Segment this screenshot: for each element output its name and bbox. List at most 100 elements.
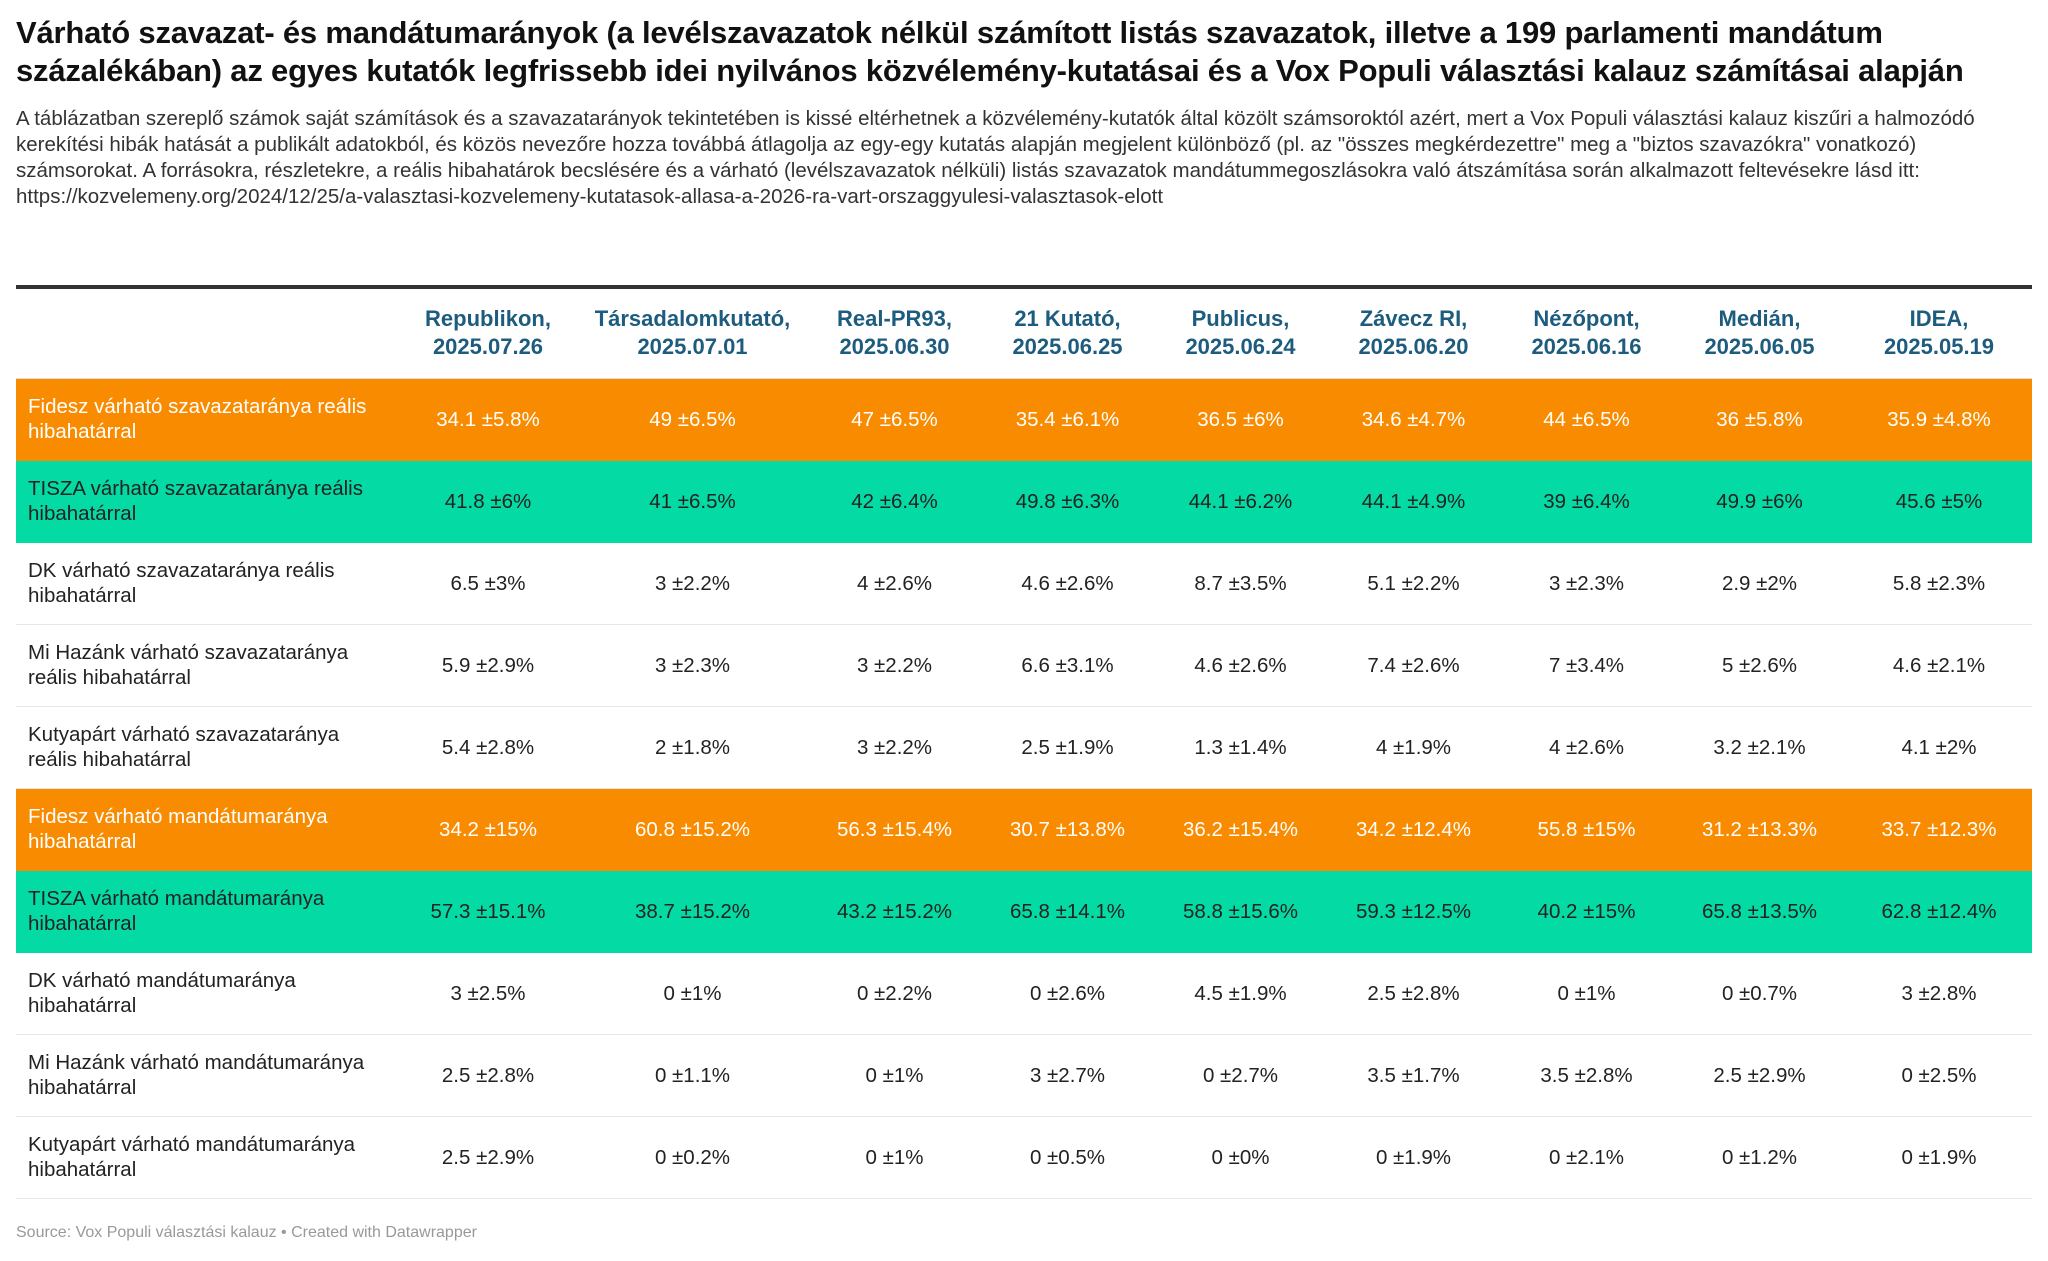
value-cell: 3 ±2.8% xyxy=(1846,952,2032,1035)
poll-date: 2025.07.26 xyxy=(432,334,544,360)
value-cell: 35.9 ±4.8% xyxy=(1846,378,2032,461)
pollster-name: Társadalomkutató, xyxy=(594,306,791,332)
poll-date: 2025.06.30 xyxy=(839,334,950,360)
table-row: TISZA várható mandátumaránya hibahatárra… xyxy=(16,870,2032,953)
value-cell: 3 ±2.5% xyxy=(399,952,577,1035)
pollster-name: IDEA, xyxy=(1909,306,1969,332)
row-label: Mi Hazánk várható mandátumaránya hibahat… xyxy=(16,1034,399,1117)
value-cell: 31.2 ±13.3% xyxy=(1673,788,1846,871)
value-cell: 7 ±3.4% xyxy=(1500,624,1673,707)
value-cell: 8.7 ±3.5% xyxy=(1154,542,1327,625)
column-header-6: Nézőpont, 2025.06.16 xyxy=(1500,287,1673,379)
value-cell: 5.1 ±2.2% xyxy=(1327,542,1500,625)
value-cell: 49 ±6.5% xyxy=(577,378,808,461)
value-cell: 45.6 ±5% xyxy=(1846,460,2032,543)
value-cell: 34.2 ±15% xyxy=(399,788,577,871)
value-cell: 60.8 ±15.2% xyxy=(577,788,808,871)
value-cell: 3 ±2.2% xyxy=(808,624,981,707)
row-label: DK várható mandátumaránya hibahatárral xyxy=(16,952,399,1035)
value-cell: 62.8 ±12.4% xyxy=(1846,870,2032,953)
value-cell: 4.6 ±2.6% xyxy=(1154,624,1327,707)
value-cell: 65.8 ±13.5% xyxy=(1673,870,1846,953)
value-cell: 40.2 ±15% xyxy=(1500,870,1673,953)
value-cell: 4 ±2.6% xyxy=(808,542,981,625)
pollster-name: Publicus, xyxy=(1191,306,1290,332)
value-cell: 49.8 ±6.3% xyxy=(981,460,1154,543)
column-header-1: Társadalomkutató, 2025.07.01 xyxy=(577,287,808,379)
row-label: Mi Hazánk várható szavazataránya reális … xyxy=(16,624,399,707)
value-cell: 6.6 ±3.1% xyxy=(981,624,1154,707)
table-row: Kutyapárt várható mandátumaránya hibahat… xyxy=(16,1116,2032,1199)
row-label: TISZA várható mandátumaránya hibahatárra… xyxy=(16,870,399,953)
value-cell: 0 ±1.9% xyxy=(1327,1116,1500,1199)
value-cell: 2.5 ±2.9% xyxy=(399,1116,577,1199)
value-cell: 1.3 ±1.4% xyxy=(1154,706,1327,789)
poll-date: 2025.06.05 xyxy=(1704,334,1815,360)
poll-date: 2025.07.01 xyxy=(637,334,748,360)
poll-date: 2025.06.24 xyxy=(1185,334,1296,360)
column-header-5: Závecz RI, 2025.06.20 xyxy=(1327,287,1500,379)
value-cell: 55.8 ±15% xyxy=(1500,788,1673,871)
value-cell: 47 ±6.5% xyxy=(808,378,981,461)
poll-date: 2025.05.19 xyxy=(1883,334,1995,360)
value-cell: 36.2 ±15.4% xyxy=(1154,788,1327,871)
value-cell: 30.7 ±13.8% xyxy=(981,788,1154,871)
value-cell: 2.5 ±2.8% xyxy=(399,1034,577,1117)
table-row: Kutyapárt várható szavazataránya reális … xyxy=(16,706,2032,789)
value-cell: 36.5 ±6% xyxy=(1154,378,1327,461)
value-cell: 3 ±2.3% xyxy=(577,624,808,707)
value-cell: 34.1 ±5.8% xyxy=(399,378,577,461)
table-row: Fidesz várható szavazataránya reális hib… xyxy=(16,378,2032,461)
value-cell: 33.7 ±12.3% xyxy=(1846,788,2032,871)
value-cell: 49.9 ±6% xyxy=(1673,460,1846,543)
value-cell: 6.5 ±3% xyxy=(399,542,577,625)
value-cell: 0 ±2.7% xyxy=(1154,1034,1327,1117)
value-cell: 4 ±2.6% xyxy=(1500,706,1673,789)
value-cell: 41.8 ±6% xyxy=(399,460,577,543)
column-header-4: Publicus, 2025.06.24 xyxy=(1154,287,1327,379)
table-row: TISZA várható szavazataránya reális hiba… xyxy=(16,460,2032,543)
value-cell: 4.5 ±1.9% xyxy=(1154,952,1327,1035)
value-cell: 56.3 ±15.4% xyxy=(808,788,981,871)
value-cell: 39 ±6.4% xyxy=(1500,460,1673,543)
value-cell: 42 ±6.4% xyxy=(808,460,981,543)
value-cell: 38.7 ±15.2% xyxy=(577,870,808,953)
row-label: Fidesz várható mandátumaránya hibahatárr… xyxy=(16,788,399,871)
value-cell: 34.2 ±12.4% xyxy=(1327,788,1500,871)
value-cell: 5.4 ±2.8% xyxy=(399,706,577,789)
value-cell: 0 ±2.6% xyxy=(981,952,1154,1035)
row-label: DK várható szavazataránya reális hibahat… xyxy=(16,542,399,625)
value-cell: 36 ±5.8% xyxy=(1673,378,1846,461)
value-cell: 3.2 ±2.1% xyxy=(1673,706,1846,789)
value-cell: 5 ±2.6% xyxy=(1673,624,1846,707)
source-footer: Source: Vox Populi választási kalauz • C… xyxy=(16,1224,477,1241)
value-cell: 5.9 ±2.9% xyxy=(399,624,577,707)
value-cell: 4.1 ±2% xyxy=(1846,706,2032,789)
pollster-name: Republikon, xyxy=(425,306,551,332)
value-cell: 0 ±1% xyxy=(808,1034,981,1117)
value-cell: 3 ±2.2% xyxy=(577,542,808,625)
column-header-0: Republikon, 2025.07.26 xyxy=(399,287,577,379)
column-header-2: Real-PR93, 2025.06.30 xyxy=(808,287,981,379)
value-cell: 0 ±1.9% xyxy=(1846,1116,2032,1199)
value-cell: 0 ±2.2% xyxy=(808,952,981,1035)
value-cell: 0 ±0.5% xyxy=(981,1116,1154,1199)
row-label: Kutyapárt várható szavazataránya reális … xyxy=(16,706,399,789)
pollster-name: Medián, xyxy=(1718,306,1801,332)
value-cell: 59.3 ±12.5% xyxy=(1327,870,1500,953)
value-cell: 0 ±2.5% xyxy=(1846,1034,2032,1117)
value-cell: 3 ±2.2% xyxy=(808,706,981,789)
value-cell: 57.3 ±15.1% xyxy=(399,870,577,953)
chart-description: A táblázatban szereplő számok saját szám… xyxy=(16,107,1975,208)
table-row: Mi Hazánk várható szavazataránya reális … xyxy=(16,624,2032,707)
value-cell: 0 ±1.2% xyxy=(1673,1116,1846,1199)
chart-title: Várható szavazat- és mandátumarányok (a … xyxy=(16,15,1964,88)
value-cell: 41 ±6.5% xyxy=(577,460,808,543)
value-cell: 44.1 ±4.9% xyxy=(1327,460,1500,543)
table-row: Mi Hazánk várható mandátumaránya hibahat… xyxy=(16,1034,2032,1117)
pollster-name: 21 Kutató, xyxy=(1014,306,1121,332)
column-header-3: 21 Kutató, 2025.06.25 xyxy=(981,287,1154,379)
value-cell: 0 ±1.1% xyxy=(577,1034,808,1117)
value-cell: 2.5 ±2.8% xyxy=(1327,952,1500,1035)
value-cell: 0 ±2.1% xyxy=(1500,1116,1673,1199)
